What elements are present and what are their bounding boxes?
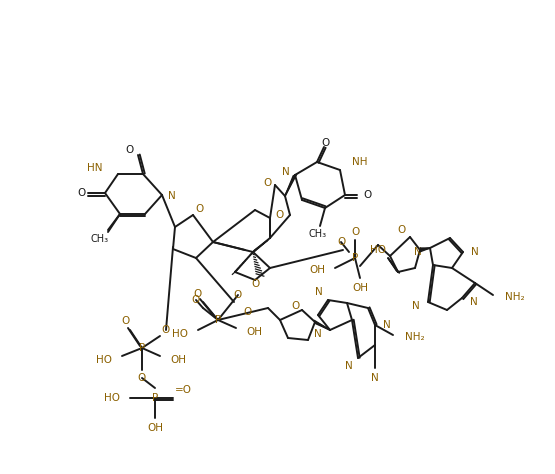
Text: OH: OH (352, 283, 368, 293)
Text: O: O (192, 295, 200, 305)
Text: O: O (244, 307, 252, 317)
Text: O: O (138, 373, 146, 383)
Polygon shape (251, 240, 268, 254)
Text: HO: HO (104, 393, 120, 403)
Text: OH: OH (246, 327, 262, 337)
Text: HO: HO (370, 245, 386, 255)
Text: O: O (337, 237, 345, 247)
Text: P: P (352, 253, 358, 263)
Text: N: N (314, 329, 322, 339)
Text: NH₂: NH₂ (405, 332, 425, 342)
Text: HN: HN (87, 163, 102, 173)
Text: HO: HO (172, 329, 188, 339)
Text: P: P (152, 393, 158, 403)
Polygon shape (285, 174, 297, 196)
Polygon shape (420, 248, 430, 252)
Text: N: N (383, 320, 391, 330)
Text: N: N (471, 247, 479, 257)
Text: N: N (470, 297, 478, 307)
Text: O: O (264, 178, 272, 188)
Text: OH: OH (309, 265, 325, 275)
Text: N: N (168, 191, 176, 201)
Text: N: N (282, 167, 290, 177)
Text: O: O (234, 290, 242, 300)
Text: N: N (345, 361, 353, 371)
Text: N: N (412, 301, 420, 311)
Polygon shape (388, 258, 400, 273)
Text: N: N (315, 287, 323, 297)
Text: O: O (398, 225, 406, 235)
Text: CH₃: CH₃ (91, 234, 109, 244)
Text: O: O (351, 227, 359, 237)
Text: HO: HO (96, 355, 112, 365)
Text: O: O (126, 145, 134, 155)
Text: O: O (78, 188, 86, 198)
Text: N: N (414, 247, 422, 257)
Text: CH₃: CH₃ (309, 229, 327, 239)
Text: NH: NH (352, 157, 367, 167)
Text: O: O (291, 301, 299, 311)
Text: OH: OH (170, 355, 186, 365)
Text: P: P (139, 343, 145, 353)
Text: O: O (196, 204, 204, 214)
Text: O: O (252, 279, 260, 289)
Text: O: O (194, 289, 202, 299)
Text: O: O (122, 316, 130, 326)
Text: O: O (321, 138, 329, 148)
Polygon shape (314, 320, 330, 330)
Text: N: N (371, 373, 379, 383)
Text: O: O (276, 210, 284, 220)
Text: OH: OH (147, 423, 163, 433)
Text: O: O (162, 325, 170, 335)
Text: =O: =O (175, 385, 192, 395)
Text: P: P (215, 315, 221, 325)
Text: O: O (364, 190, 372, 200)
Text: NH₂: NH₂ (505, 292, 524, 302)
